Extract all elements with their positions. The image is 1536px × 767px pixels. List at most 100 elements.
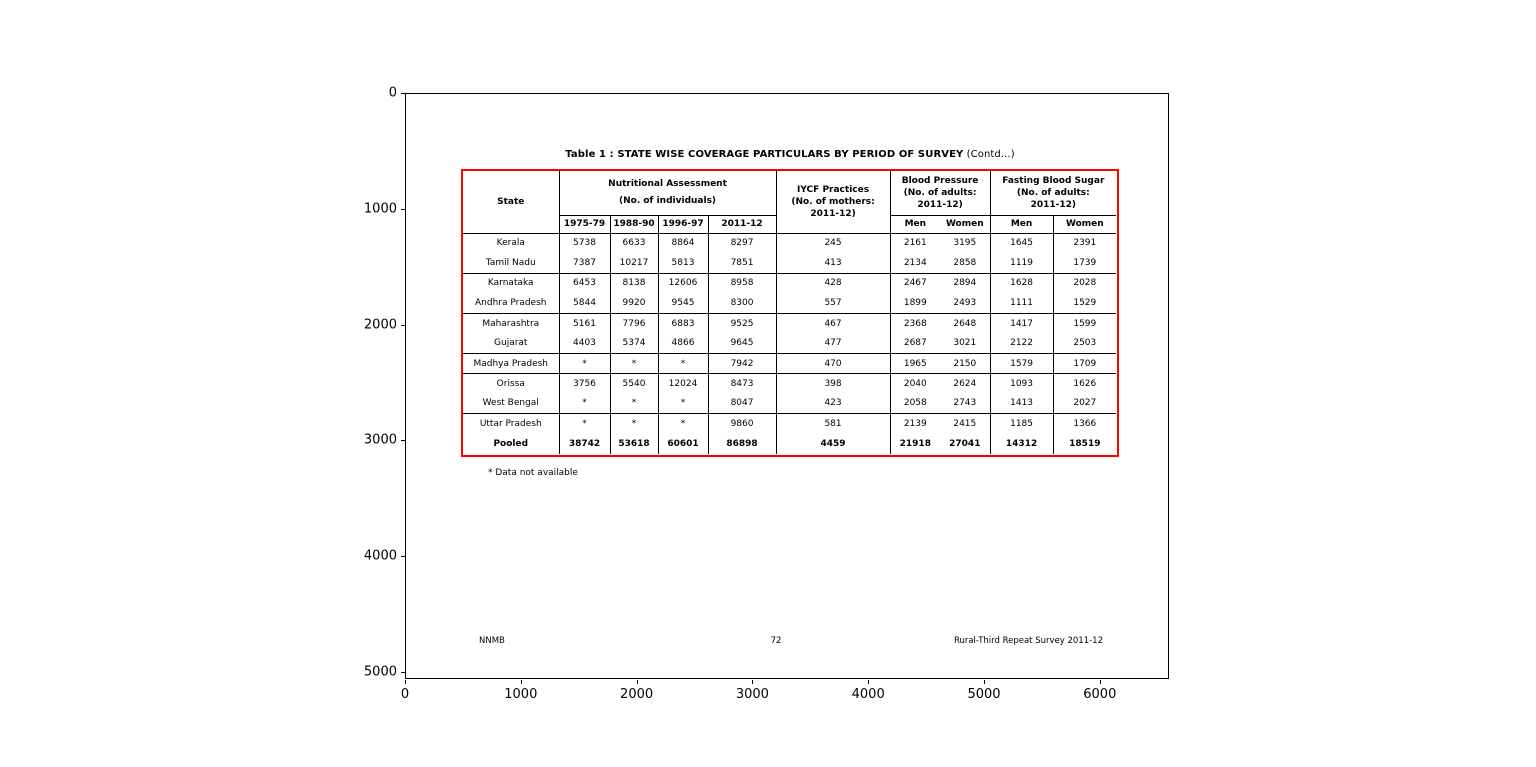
fbs-line1: Fasting Blood Sugar <box>1002 175 1105 186</box>
state-name-cell: Gujarat <box>463 333 560 354</box>
data-cell: 2493 <box>940 293 991 314</box>
page-footer: NNMB 72 Rural-Third Repeat Survey 2011-1… <box>406 636 1170 648</box>
x-tick-label: 1000 <box>504 687 538 702</box>
data-cell: 1366 <box>1073 418 1097 429</box>
y-tick-mark <box>401 556 405 558</box>
table-row: Pooled 38742 53618 60601 86898 4459 21918 27041… <box>463 433 1116 454</box>
header-fasting-blood-sugar: Fasting Blood Sugar (No. of adults: 2011… <box>990 171 1117 216</box>
data-cell: 14312 <box>990 433 1054 454</box>
data-cell: 1599 <box>1073 318 1097 329</box>
data-cell: 581 <box>776 413 891 434</box>
y-tick-label: 2000 <box>363 317 397 333</box>
data-cell: 27041 <box>940 433 991 454</box>
data-cell: 6453 <box>559 273 611 294</box>
table-row: Kerala 5738 6633 8864 8297 245 2161 3195 1645 239… <box>463 233 1116 254</box>
bp-line2: (No. of adults: <box>903 187 977 198</box>
data-cell: 8473 <box>708 373 777 394</box>
x-tick-label: 4000 <box>851 687 885 702</box>
table-row: Tamil Nadu 7387 10217 5813 7851 413 2134 2858 11… <box>463 253 1117 274</box>
data-cell: 1185 <box>990 413 1054 434</box>
data-cell: 467 <box>776 313 891 334</box>
y-tick-label: 3000 <box>363 432 397 448</box>
footer-survey-name: Rural-Third Repeat Survey 2011-12 <box>953 636 1103 646</box>
data-cell: 1529 <box>1053 293 1117 314</box>
table-row: Orissa 3756 5540 12024 8473 398 2040 2624 1093 16… <box>463 373 1116 394</box>
iycf-line2: (No. of mothers: <box>791 196 875 207</box>
header-nutritional-assessment: Nutritional Assessment (No. of individua… <box>559 171 777 216</box>
data-cell: 4459 <box>776 433 891 454</box>
data-cell: 470 <box>776 353 891 375</box>
footnote-data-not-available: * Data not available <box>488 468 578 478</box>
data-cell: 18519 <box>1069 438 1101 449</box>
data-cell: 1119 <box>990 253 1054 274</box>
y-tick-mark <box>401 672 405 673</box>
data-cell: 2503 <box>1053 333 1117 354</box>
y-tick-mark <box>401 208 405 210</box>
data-cell: 5540 <box>610 373 659 394</box>
y-tick-mark <box>401 440 405 442</box>
header-bp-men: Men <box>890 215 941 234</box>
data-cell: 3195 <box>940 233 991 254</box>
data-cell: 4866 <box>658 333 709 354</box>
data-cell: 12606 <box>658 273 709 294</box>
data-cell: 3756 <box>559 373 611 394</box>
data-cell: 2415 <box>940 413 991 434</box>
data-cell: * <box>559 353 611 375</box>
table-row: West Bengal * * * 8047 423 2058 2743 1413 2027 <box>463 393 1117 415</box>
data-cell: 5738 <box>559 233 611 254</box>
header-iycf: IYCF Practices (No. of mothers: 2011-12) <box>776 171 891 234</box>
data-cell: 1093 <box>990 373 1054 394</box>
y-tick-mark <box>401 324 405 326</box>
data-cell: 9920 <box>610 293 659 314</box>
table-row: Maharashtra 5161 7796 6883 9525 467 2368 2648 14… <box>463 313 1116 334</box>
data-cell: 2467 <box>903 278 927 289</box>
table-row: Gujarat 4403 5374 4866 9645 477 2687 3021 2122 25… <box>463 333 1117 354</box>
table-body: Kerala 5738 6633 8864 8297 245 2161 3195 1645 239… <box>463 233 1117 454</box>
data-cell: 4403 <box>559 333 611 354</box>
data-cell: 5161 <box>559 313 611 334</box>
x-tick-mark <box>1099 680 1101 684</box>
data-cell: * <box>658 353 709 375</box>
data-cell: 1579 <box>990 353 1054 375</box>
header-fbs-men: Men <box>990 215 1054 234</box>
plot-area: Table 1 : STATE WISE COVERAGE PARTICULAR… <box>405 93 1169 679</box>
x-tick-label: 2000 <box>620 687 654 702</box>
data-cell: 7387 <box>559 253 611 274</box>
footer-org: NNMB <box>479 636 505 646</box>
bp-line1: Blood Pressure <box>901 175 979 186</box>
y-tick-mark <box>401 93 405 94</box>
data-cell: 1739 <box>1053 253 1117 274</box>
data-cell: 38742 <box>559 433 611 454</box>
data-cell: 2648 <box>940 313 991 334</box>
data-cell: 1413 <box>990 393 1054 415</box>
x-tick-mark <box>636 680 638 684</box>
table-title-contd: (Contd...) <box>966 149 1015 160</box>
data-cell: 8864 <box>658 233 709 254</box>
table-row: Karnataka 6453 8138 12606 8958 428 2467 2894 162… <box>463 273 1116 294</box>
data-cell: 1111 <box>990 293 1054 314</box>
data-cell: * <box>658 393 709 415</box>
data-cell: 2028 <box>1073 278 1097 289</box>
data-cell: 9525 <box>708 313 777 334</box>
data-cell: 1965 <box>890 353 941 375</box>
data-cell: 2040 <box>903 378 927 389</box>
data-cell: 8297 <box>708 233 777 254</box>
fbs-line3: 2011-12) <box>1030 199 1077 210</box>
data-cell: 2058 <box>890 393 941 415</box>
data-cell: 12024 <box>658 373 709 394</box>
data-cell: 1709 <box>1053 353 1117 375</box>
document-page: Table 1 : STATE WISE COVERAGE PARTICULAR… <box>406 94 1168 678</box>
state-name-cell: Karnataka <box>463 273 560 294</box>
header-fbs-women: Women <box>1053 215 1117 234</box>
x-tick-mark <box>405 680 406 684</box>
data-cell: * <box>610 413 659 434</box>
state-name-cell: Andhra Pradesh <box>463 293 560 314</box>
na-title: Nutritional Assessment <box>608 179 727 190</box>
data-cell: 8047 <box>708 393 777 415</box>
data-cell: 8138 <box>610 273 659 294</box>
data-cell: 8958 <box>708 273 777 294</box>
data-cell: 428 <box>776 273 891 294</box>
x-tick-label: 6000 <box>1083 687 1117 702</box>
header-period-1996-97: 1996-97 <box>658 215 709 234</box>
